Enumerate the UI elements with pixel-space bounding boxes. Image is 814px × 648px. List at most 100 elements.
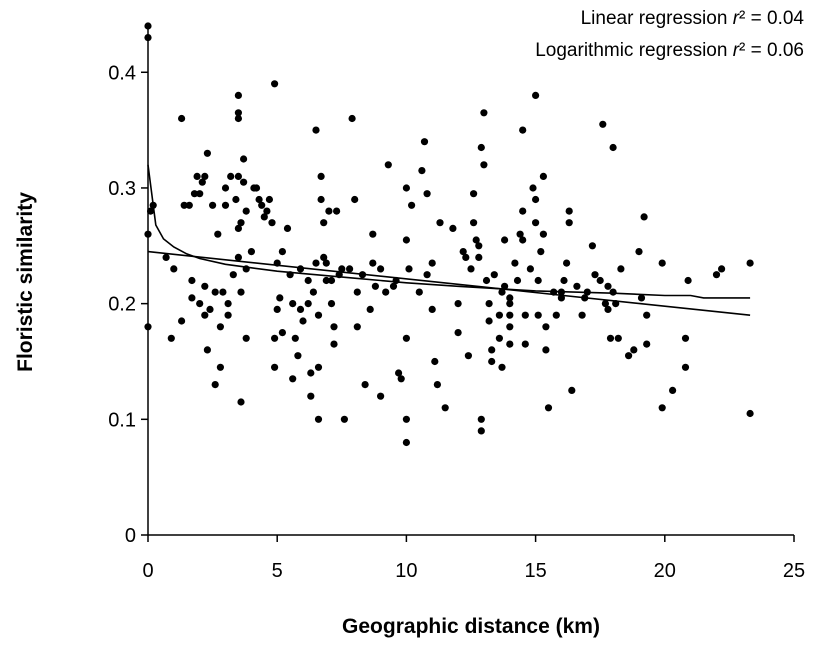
y-tick-label: 0.2 [108, 294, 136, 316]
data-point [643, 311, 651, 319]
data-point [609, 143, 617, 152]
data-point [402, 236, 410, 244]
data-point [178, 317, 186, 325]
data-point [511, 259, 519, 267]
data-point [291, 334, 299, 342]
data-point [480, 161, 488, 169]
data-point [454, 300, 462, 308]
data-point [537, 248, 545, 256]
data-point [428, 305, 436, 313]
data-point [330, 323, 338, 331]
data-point [296, 265, 305, 273]
data-point [377, 265, 385, 273]
x-tick-label: 0 [142, 560, 153, 582]
regression-annotation: Linear regression r² = 0.04 [581, 8, 805, 29]
data-point [299, 317, 307, 325]
data-point [327, 300, 336, 308]
data-point [320, 253, 328, 261]
data-point [286, 271, 294, 279]
data-point [242, 265, 250, 273]
data-point [322, 276, 330, 285]
data-point [369, 259, 377, 267]
data-point [260, 213, 268, 221]
data-point [485, 317, 493, 325]
data-point [423, 271, 431, 279]
data-point [271, 334, 279, 342]
data-point [314, 363, 323, 371]
data-point [591, 271, 599, 279]
data-point [563, 259, 571, 267]
x-axis-title: Geographic distance (km) [342, 615, 600, 638]
regression-annotation: Logarithmic regression r² = 0.06 [535, 40, 804, 61]
data-point [358, 271, 367, 279]
data-point [669, 386, 677, 394]
data-point [565, 219, 573, 227]
data-point [237, 288, 245, 296]
data-point [490, 271, 498, 279]
data-point [658, 259, 666, 267]
data-point [470, 190, 478, 198]
data-point [178, 114, 186, 123]
data-point [351, 195, 359, 204]
data-point [314, 415, 323, 423]
data-point [506, 311, 514, 319]
y-ticks: 0 0.1 0.2 0.3 0.4 [108, 62, 148, 547]
data-point [501, 236, 509, 244]
data-point [681, 334, 690, 342]
data-point [216, 323, 224, 331]
data-point [234, 253, 242, 261]
data-point [614, 334, 622, 342]
data-point [519, 207, 527, 215]
data-point [149, 201, 157, 209]
data-point [304, 276, 312, 285]
data-point [418, 167, 426, 175]
data-point [454, 329, 462, 337]
data-point [408, 201, 416, 209]
data-point [423, 190, 431, 198]
data-point [596, 276, 604, 285]
data-point [273, 259, 281, 267]
data-point [353, 323, 361, 331]
data-point [420, 138, 429, 146]
data-point [242, 334, 250, 342]
data-point [539, 172, 548, 180]
data-point [247, 248, 255, 256]
data-point [625, 352, 633, 360]
data-point [521, 340, 529, 348]
data-point [578, 311, 586, 319]
data-point [234, 224, 242, 232]
data-point [185, 201, 193, 209]
data-point [477, 415, 485, 423]
data-point [144, 230, 152, 238]
data-point [470, 219, 478, 227]
data-point [495, 334, 503, 342]
x-tick-label: 25 [783, 560, 805, 582]
data-point [606, 334, 615, 342]
data-point [475, 253, 483, 261]
logarithmic-regression-line [147, 164, 751, 299]
data-point [224, 311, 232, 319]
data-point [278, 329, 286, 337]
data-point [252, 184, 261, 192]
data-point [317, 172, 325, 180]
data-point [392, 276, 400, 285]
data-point [534, 311, 542, 319]
regression-lines [147, 164, 751, 316]
data-point [214, 230, 222, 238]
data-point [203, 346, 211, 354]
data-point [630, 346, 638, 354]
data-point [519, 236, 527, 244]
x-ticks: 0 5 10 15 20 25 [142, 535, 805, 582]
data-point [488, 357, 496, 366]
data-point [258, 201, 266, 209]
data-point [348, 114, 356, 123]
data-point [604, 282, 612, 290]
data-point [289, 300, 297, 308]
data-point [382, 288, 390, 296]
axes [147, 26, 794, 536]
data-point [234, 114, 242, 123]
y-tick-label: 0 [125, 525, 136, 547]
data-point [534, 276, 542, 285]
data-point [532, 91, 540, 99]
data-point [144, 22, 152, 30]
